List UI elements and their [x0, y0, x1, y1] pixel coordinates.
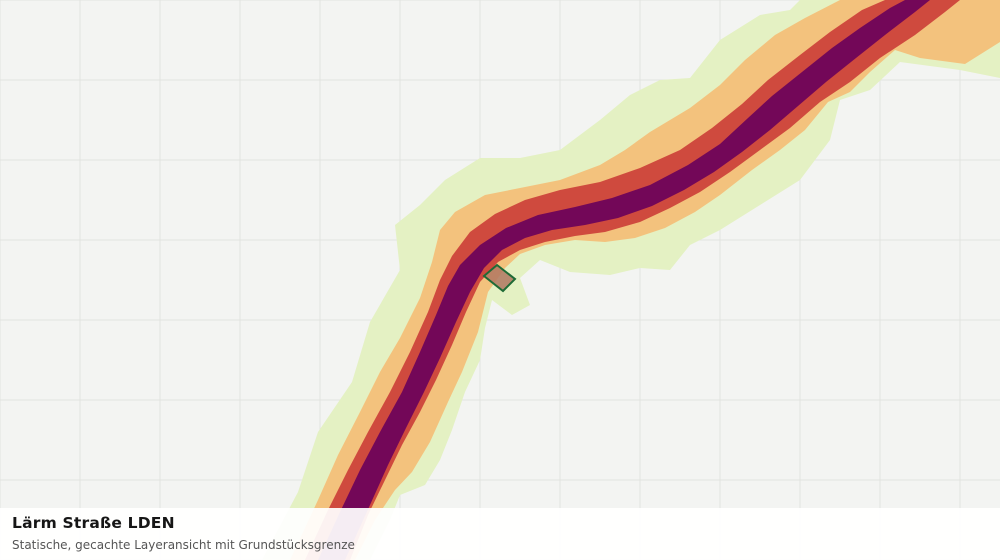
map-subtitle: Statische, gecachte Layeransicht mit Gru…	[12, 538, 355, 552]
map-caption: Lärm Straße LDEN Statische, gecachte Lay…	[0, 508, 1000, 560]
noise-zone-high	[305, 0, 960, 560]
noise-zone-low	[262, 0, 1000, 560]
map-title: Lärm Straße LDEN	[12, 514, 175, 532]
parcel-boundary[interactable]	[482, 263, 517, 293]
